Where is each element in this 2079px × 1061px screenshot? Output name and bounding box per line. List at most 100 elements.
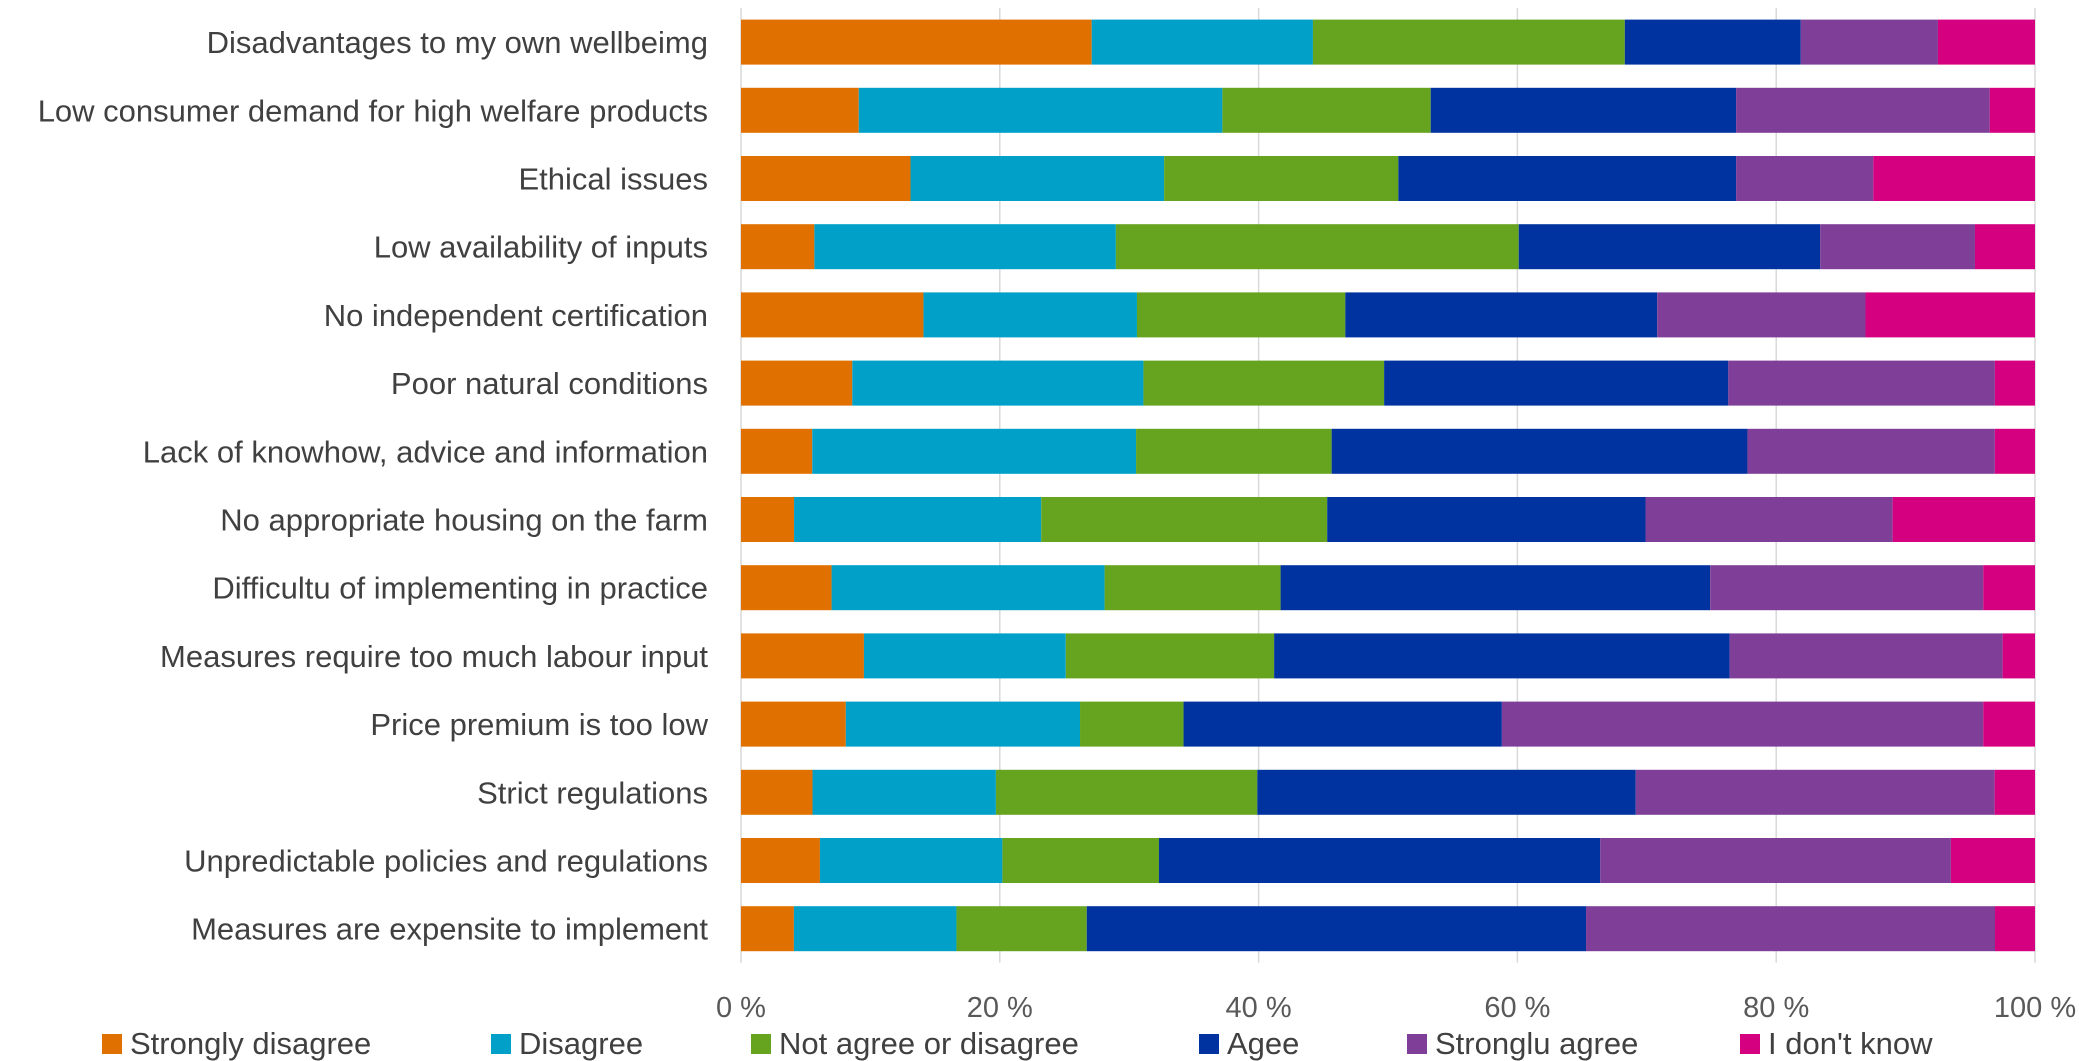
bar-segment: [1136, 428, 1332, 474]
bar-segment: [1728, 360, 1995, 406]
bar-row: [741, 224, 2035, 270]
bar-segment: [1257, 769, 1636, 815]
bar-row: [741, 87, 2035, 133]
x-tick-label: 40 %: [1226, 992, 1292, 1024]
x-tick-label: 60 %: [1484, 992, 1550, 1024]
bar-segment: [1736, 156, 1874, 201]
bar-segment: [1384, 360, 1729, 406]
legend-label: Agee: [1227, 1026, 1299, 1061]
bar-segment: [741, 838, 820, 883]
legend-swatch: [1740, 1034, 1760, 1054]
bar-row: [741, 633, 2035, 679]
bar-segment: [1950, 838, 2035, 883]
bar-segment: [845, 701, 1081, 747]
bar-segment: [1002, 838, 1159, 883]
category-label: Ethical issues: [518, 162, 708, 197]
legend-item: Agee: [1199, 1026, 1299, 1061]
legend-item: I don't know: [1740, 1026, 1933, 1061]
bar-row: [741, 701, 2035, 747]
bar-segment: [1820, 224, 1975, 270]
bar-segment: [1710, 565, 1984, 611]
category-label: Measures are expensite to implement: [191, 912, 708, 947]
legend: Strongly disagree Disagree Not agree or di…: [102, 1026, 1933, 1061]
bar-segment: [1645, 497, 1893, 542]
bar-segment: [1994, 769, 2035, 815]
bar-segment: [831, 565, 1105, 611]
category-label: Unpredictable policies and regulations: [184, 844, 708, 879]
bar-segment: [1600, 838, 1951, 883]
bar-segment: [1183, 701, 1502, 747]
legend-label: I don't know: [1768, 1026, 1933, 1061]
legend-item: Stronglu agree: [1407, 1026, 1638, 1061]
category-label: Low availability of inputs: [374, 230, 708, 265]
category-label: Measures require too much labour input: [160, 639, 708, 674]
bar-segment: [1136, 292, 1346, 338]
bar-segment: [1800, 19, 1938, 65]
bar-segment: [1865, 292, 2035, 338]
legend-item: Not agree or disagree: [751, 1026, 1079, 1061]
bar-segment: [1345, 292, 1658, 338]
bar-segment: [1736, 87, 1990, 133]
bar-segment: [741, 224, 815, 270]
legend-item: Disagree: [491, 1026, 643, 1061]
bar-segment: [1143, 360, 1385, 406]
bar-segment: [1222, 87, 1431, 133]
bar-segment: [741, 633, 864, 679]
bars: [741, 19, 2035, 952]
bar-segment: [863, 633, 1066, 679]
category-label: Low consumer demand for high welfare pro…: [38, 93, 708, 128]
bar-segment: [1873, 156, 2035, 201]
category-label: Poor natural conditions: [391, 366, 708, 401]
bar-segment: [812, 428, 1137, 474]
bar-row: [741, 497, 2035, 542]
x-tick-label: 0 %: [716, 992, 766, 1024]
bar-segment: [910, 156, 1165, 201]
legend-swatch: [1199, 1034, 1219, 1054]
bar-row: [741, 565, 2035, 611]
gridlines: [740, 8, 2036, 963]
bar-segment: [741, 701, 846, 747]
bar-segment: [1983, 701, 2035, 747]
bar-segment: [1164, 156, 1399, 201]
bar-segment: [1989, 87, 2035, 133]
bar-segment: [741, 769, 813, 815]
bar-segment: [741, 565, 832, 611]
bar-segment: [1331, 428, 1748, 474]
category-label: No independent certification: [324, 298, 708, 333]
bar-segment: [793, 906, 957, 952]
bar-segment: [1635, 769, 1995, 815]
bar-segment: [741, 87, 859, 133]
bar-segment: [1501, 701, 1984, 747]
bar-segment: [1937, 19, 2035, 65]
category-label: Difficultu of implementing in practice: [212, 571, 708, 606]
bar-segment: [1657, 292, 1866, 338]
bar-segment: [741, 19, 1092, 65]
legend-label: Strongly disagree: [130, 1026, 371, 1061]
bar-segment: [1983, 565, 2035, 611]
category-label: No appropriate housing on the farm: [220, 503, 708, 538]
bar-segment: [1624, 19, 1801, 65]
bar-segment: [741, 428, 813, 474]
legend-label: Not agree or disagree: [779, 1026, 1079, 1061]
bar-segment: [1747, 428, 1995, 474]
bar-segment: [858, 87, 1223, 133]
bar-segment: [1115, 224, 1519, 270]
bar-segment: [956, 906, 1087, 952]
bar-segment: [741, 156, 911, 201]
x-tick-label: 100 %: [1994, 992, 2076, 1024]
bar-segment: [1729, 633, 2003, 679]
bar-segment: [1327, 497, 1646, 542]
bar-segment: [1041, 497, 1328, 542]
bar-row: [741, 156, 2035, 201]
bar-segment: [1892, 497, 2035, 542]
bar-row: [741, 292, 2035, 338]
bar-segment: [1104, 565, 1281, 611]
legend-item: Strongly disagree: [102, 1026, 371, 1061]
bar-segment: [1430, 87, 1737, 133]
category-label: Disadvantages to my own wellbeimg: [207, 25, 708, 60]
legend-swatch: [102, 1034, 122, 1054]
legend-swatch: [1407, 1034, 1427, 1054]
bar-segment: [1994, 428, 2035, 474]
bar-segment: [1080, 701, 1184, 747]
category-label: Strict regulations: [477, 775, 708, 810]
